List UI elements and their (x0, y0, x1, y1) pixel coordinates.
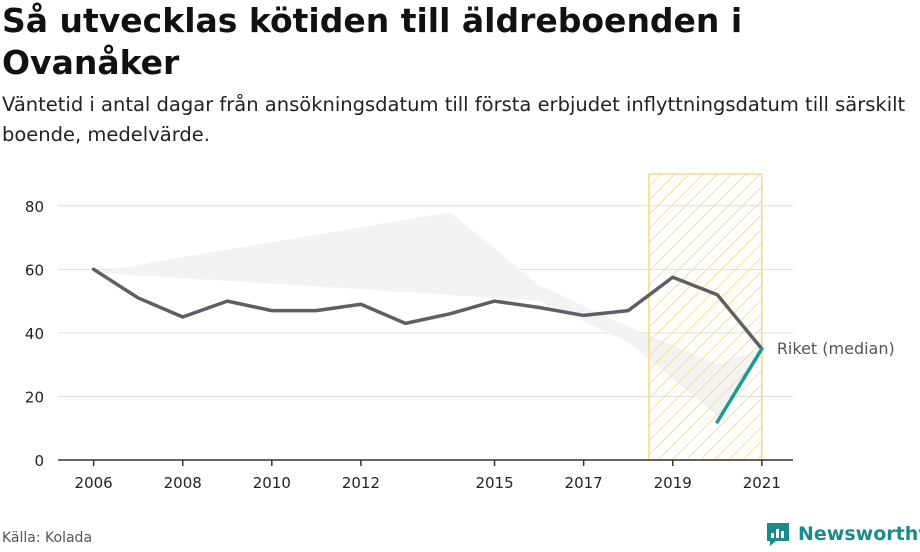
x-tick-label: 2015 (475, 474, 513, 492)
brand-name: Newsworthy (798, 523, 920, 545)
x-tick-label: 2010 (253, 474, 291, 492)
highlight-rect (648, 173, 763, 461)
source-note: Källa: Kolada (2, 530, 93, 546)
x-tick-label: 2021 (743, 474, 781, 492)
y-tick-label: 40 (25, 325, 44, 343)
y-tick-label: 60 (25, 261, 44, 279)
highlight-period (648, 173, 763, 461)
range-band (93, 212, 762, 416)
x-tick-label: 2019 (654, 474, 692, 492)
main-series-line (91, 267, 764, 351)
axes: 0 20 40 60 80 2006 2008 2010 2012 2015 2017 2019 202… (25, 198, 793, 492)
series-lines (91, 267, 764, 424)
y-tick-label: 0 (34, 452, 44, 470)
x-tick-label: 2017 (565, 474, 603, 492)
range-band-area (93, 212, 762, 416)
x-tick-label: 2008 (164, 474, 202, 492)
x-tick-label: 2012 (342, 474, 380, 492)
annotations: Riket (median) (777, 339, 895, 358)
x-tick-label: 2006 (75, 474, 113, 492)
chart-subtitle: Väntetid i antal dagar från ansökningsda… (2, 93, 906, 146)
y-tick-label: 80 (25, 198, 44, 216)
series-annotation: Riket (median) (777, 339, 895, 358)
chart-title: Så utvecklas kötiden till äldreboenden i… (2, 1, 743, 82)
brand-logo: Newsworthy (764, 520, 920, 548)
newsworthy-icon (767, 523, 789, 546)
y-tick-label: 20 (25, 388, 44, 406)
recent-series-line (715, 347, 764, 424)
